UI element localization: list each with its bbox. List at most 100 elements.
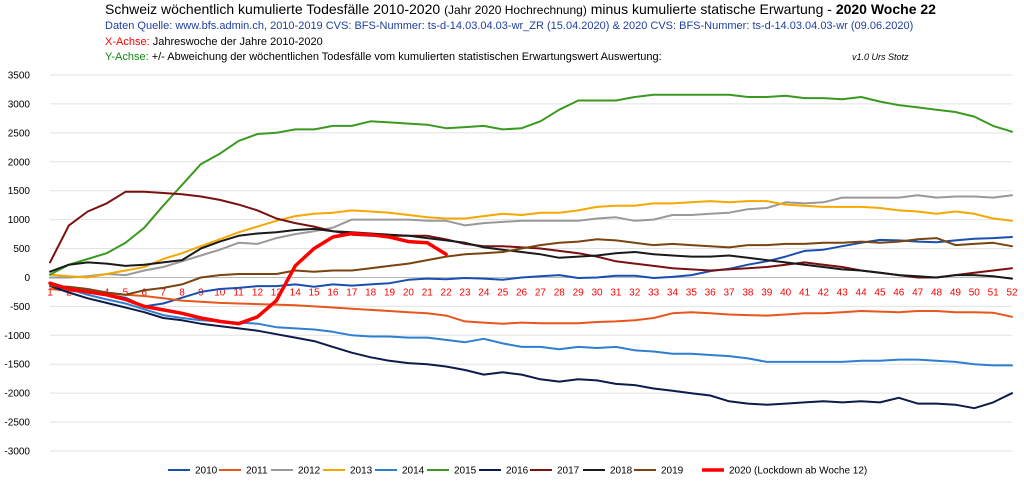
x-tick-label: 27 (535, 287, 547, 298)
x-axis-text: Jahreswoche der Jahre 2010-2020 (152, 36, 323, 48)
grid-lines (50, 74, 1012, 452)
x-tick-label: 30 (591, 287, 603, 298)
x-tick-label: 1 (47, 287, 53, 298)
series-line-2013 (49, 200, 1013, 279)
y-tick-label: 2000 (8, 157, 31, 168)
x-tick-label: 29 (573, 287, 585, 298)
x-tick-label: 19 (384, 287, 396, 298)
y-tick-label: 2500 (8, 128, 31, 139)
x-tick-label: 32 (629, 287, 641, 298)
chart-title: Schweiz wöchentlich kumulierte Todesfäll… (105, 1, 936, 17)
legend-label: 2013 (350, 466, 373, 477)
legend-label: 2019 (661, 466, 684, 477)
x-tick-label: 34 (667, 287, 679, 298)
legend-label: 2017 (557, 466, 580, 477)
series-line-2016 (49, 285, 1013, 410)
y-tick-label: -3000 (4, 447, 30, 458)
y-tick-label: 3500 (8, 71, 31, 82)
y-axis-text: +/- Abweichung der wöchentlichen Todesfä… (151, 51, 662, 63)
series-line-2017 (49, 190, 1013, 279)
series-line-2020 (48, 231, 448, 326)
x-tick-label: 11 (233, 287, 244, 298)
y-axis-label: Y-Achse: (105, 51, 149, 63)
x-axis-ticks: 1 2 3 4 5 6 7 8 9 10 11 12 13 14 15 16 17 18 19 20 21 22 23 24 2… (47, 287, 1018, 298)
x-tick-label: 21 (422, 287, 434, 298)
x-tick-label: 36 (705, 287, 717, 298)
x-tick-label: 8 (179, 287, 185, 298)
x-tick-label: 35 (686, 287, 698, 298)
series-line-2019 (49, 237, 1013, 296)
title-week: 2020 Woche 22 (835, 1, 936, 17)
x-tick-label: 42 (818, 287, 830, 298)
y-tick-label: -2000 (4, 389, 30, 400)
series-line-2012 (49, 194, 1013, 279)
x-tick-label: 43 (837, 287, 849, 298)
x-tick-label: 45 (874, 287, 886, 298)
x-tick-label: 26 (516, 287, 528, 298)
legend-label: 2012 (298, 466, 321, 477)
title-rest: minus kumulierte statische Erwartung - (590, 1, 832, 17)
legend-label: 2014 (402, 466, 425, 477)
x-tick-label: 17 (346, 287, 358, 298)
x-axis-label: X-Achse: (105, 36, 150, 48)
x-tick-label: 9 (198, 287, 204, 298)
legend: 2010 2011 2012 2013 2014 2015 2016 2017 2018 2019… (168, 466, 867, 477)
series-line-2018 (49, 227, 1013, 280)
x-tick-label: 16 (327, 287, 339, 298)
x-tick-label: 14 (290, 287, 302, 298)
series-line-2011 (49, 288, 1013, 325)
series-line-2015 (49, 93, 1013, 276)
x-tick-label: 13 (271, 287, 283, 298)
x-tick-label: 51 (988, 287, 1000, 298)
legend-label: 2015 (454, 466, 477, 477)
x-tick-label: 6 (142, 287, 148, 298)
x-tick-label: 50 (969, 287, 981, 298)
x-tick-label: 18 (365, 287, 377, 298)
data-source: Daten Quelle: www.bfs.admin.ch, 2010-201… (105, 20, 914, 32)
y-tick-label: 1500 (8, 186, 31, 197)
x-tick-label: 38 (742, 287, 754, 298)
version-note: v1.0 Urs Stotz (852, 52, 909, 62)
x-tick-label: 44 (856, 287, 868, 298)
legend-label: 2010 (195, 466, 218, 477)
x-tick-label: 22 (441, 287, 453, 298)
x-tick-label: 52 (1006, 287, 1018, 298)
series-lines (48, 93, 1013, 410)
x-tick-label: 46 (893, 287, 905, 298)
y-tick-label: 1000 (8, 215, 31, 226)
legend-label: 2016 (506, 466, 529, 477)
x-tick-label: 49 (950, 287, 962, 298)
x-tick-label: 5 (123, 287, 129, 298)
x-tick-label: 7 (160, 287, 166, 298)
x-tick-label: 33 (648, 287, 660, 298)
x-tick-label: 10 (214, 287, 226, 298)
y-axis-ticks: 3500 3000 2500 2000 1500 1000 500 0 -500 -1000 -15… (4, 71, 30, 458)
legend-label: 2018 (610, 466, 633, 477)
x-tick-label: 28 (554, 287, 566, 298)
y-tick-label: -1000 (4, 331, 30, 342)
x-tick-label: 48 (931, 287, 943, 298)
x-tick-label: 37 (723, 287, 735, 298)
y-tick-label: 500 (13, 244, 30, 255)
x-tick-label: 40 (780, 287, 792, 298)
x-tick-label: 23 (459, 287, 471, 298)
x-tick-label: 31 (610, 287, 622, 298)
x-tick-label: 25 (497, 287, 509, 298)
y-tick-label: 0 (24, 273, 30, 284)
x-tick-label: 12 (252, 287, 264, 298)
legend-label: 2011 (246, 466, 268, 477)
title-main: Schweiz wöchentlich kumulierte Todesfäll… (105, 1, 441, 17)
title-parenthetical: (Jahr 2020 Hochrechnung) (444, 3, 587, 17)
x-tick-label: 20 (403, 287, 415, 298)
x-tick-label: 41 (799, 287, 811, 298)
y-tick-label: -1500 (4, 360, 30, 371)
series-line-2010 (49, 236, 1013, 308)
series-line-2014 (49, 282, 1013, 367)
x-tick-label: 47 (912, 287, 924, 298)
x-tick-label: 24 (478, 287, 490, 298)
y-tick-label: -500 (10, 302, 30, 313)
x-tick-label: 39 (761, 287, 773, 298)
y-tick-label: -2500 (4, 418, 30, 429)
y-tick-label: 3000 (8, 99, 31, 110)
